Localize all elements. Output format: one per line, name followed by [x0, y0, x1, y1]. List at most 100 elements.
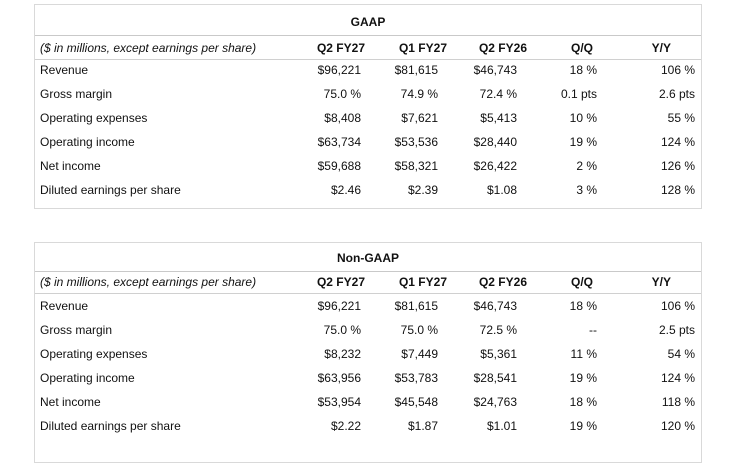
table-cell: $2.46 [330, 183, 361, 197]
table-cell: $46,743 [473, 63, 517, 77]
table-header-row: ($ in millions, except earnings per shar… [35, 274, 701, 290]
table-cell: 54 % [667, 347, 695, 361]
table-cell: 72.4 % [479, 87, 517, 101]
row-label: Operating expenses [40, 111, 148, 125]
table-title: GAAP [350, 15, 386, 29]
table-cell: $45,548 [394, 395, 438, 409]
table-cell: 0.1 pts [560, 87, 597, 101]
table-cell: 18 % [569, 299, 597, 313]
row-label: Net income [40, 395, 101, 409]
row-label: Operating expenses [40, 347, 148, 361]
column-header: Q2 FY27 [316, 41, 365, 55]
table-row: Diluted earnings per share $2.46 $2.39 $1.0… [35, 182, 701, 198]
table-cell: 2.6 pts [658, 87, 695, 101]
row-label: Diluted earnings per share [40, 419, 181, 433]
table-cell: 19 % [569, 135, 597, 149]
table-cell: $46,743 [473, 299, 517, 313]
table-cell: 55 % [667, 111, 695, 125]
table-cell: 19 % [569, 371, 597, 385]
divider [35, 271, 701, 272]
table-header-row: ($ in millions, except earnings per shar… [35, 40, 701, 56]
table-cell: $5,361 [480, 347, 517, 361]
gaap-table: GAAP ($ in millions, except earnings per… [34, 4, 702, 209]
table-cell: $63,956 [317, 371, 361, 385]
table-cell: 126 % [660, 159, 695, 173]
table-cell: $58,321 [394, 159, 438, 173]
row-label: Operating income [40, 135, 135, 149]
column-header: Q2 FY27 [316, 275, 365, 289]
table-cell: $1.87 [407, 419, 438, 433]
table-cell: 11 % [570, 347, 597, 361]
table-cell: $28,541 [473, 371, 517, 385]
divider [35, 35, 701, 36]
table-cell: 72.5 % [479, 323, 517, 337]
table-cell: 2 % [576, 159, 597, 173]
table-cell: 120 % [660, 419, 695, 433]
table-cell: 75.0 % [323, 87, 361, 101]
table-row: Gross margin 75.0 % 74.9 % 72.4 % 0.1 pts 2.6… [35, 86, 701, 102]
table-cell: 106 % [660, 299, 695, 313]
divider [35, 59, 701, 60]
table-cell: 75.0 % [323, 323, 361, 337]
column-header: Q2 FY26 [478, 275, 527, 289]
table-cell: $81,615 [394, 63, 438, 77]
column-header-units: ($ in millions, except earnings per shar… [40, 41, 257, 55]
table-cell: $53,783 [394, 371, 438, 385]
row-label: Operating income [40, 371, 135, 385]
table-cell: 124 % [660, 371, 695, 385]
row-label: Gross margin [40, 87, 113, 101]
table-cell: 19 % [569, 419, 597, 433]
table-row: Net income $59,688 $58,321 $26,422 2 % 126 % [35, 158, 701, 174]
table-cell: 3 % [576, 183, 597, 197]
column-header: Q/Q [570, 275, 593, 289]
table-cell: 75.0 % [400, 323, 438, 337]
table-cell: $1.01 [486, 419, 517, 433]
table-cell: $59,688 [317, 159, 361, 173]
table-cell: $26,422 [473, 159, 517, 173]
table-cell: $53,536 [394, 135, 438, 149]
column-header: Q1 FY27 [398, 275, 447, 289]
table-row: Revenue $96,221 $81,615 $46,743 18 % 106 % [35, 298, 701, 314]
table-cell: $28,440 [473, 135, 517, 149]
column-header-units: ($ in millions, except earnings per shar… [40, 275, 257, 289]
table-cell: 18 % [569, 63, 597, 77]
table-cell: $5,413 [480, 111, 517, 125]
row-label: Net income [40, 159, 101, 173]
table-cell: 2.5 pts [658, 323, 695, 337]
column-header: Q1 FY27 [398, 41, 447, 55]
row-label: Diluted earnings per share [40, 183, 181, 197]
column-header: Q2 FY26 [478, 41, 527, 55]
table-cell: 10 % [569, 111, 597, 125]
table-row: Operating income $63,956 $53,783 $28,541 19 … [35, 370, 701, 386]
divider [35, 293, 701, 294]
table-cell: 106 % [660, 63, 695, 77]
table-cell: $2.39 [407, 183, 438, 197]
table-cell: $7,449 [401, 347, 438, 361]
table-cell: $24,763 [473, 395, 517, 409]
row-label: Gross margin [40, 323, 113, 337]
table-cell: 74.9 % [400, 87, 438, 101]
table-cell: 118 % [661, 395, 695, 409]
table-cell: 124 % [660, 135, 695, 149]
table-title: Non-GAAP [337, 251, 399, 265]
table-row: Operating expenses $8,232 $7,449 $5,361 11 %… [35, 346, 701, 362]
table-cell: 128 % [660, 183, 695, 197]
table-cell: $53,954 [317, 395, 361, 409]
table-cell: $63,734 [317, 135, 361, 149]
table-cell: $2.22 [330, 419, 361, 433]
column-header: Q/Q [570, 41, 593, 55]
table-cell: $81,615 [394, 299, 438, 313]
table-cell: $8,232 [324, 347, 361, 361]
table-row: Operating expenses $8,408 $7,621 $5,413 10 %… [35, 110, 701, 126]
row-label: Revenue [40, 299, 89, 313]
table-row: Gross margin 75.0 % 75.0 % 72.5 % -- 2.5 pts [35, 322, 701, 338]
table-cell: $8,408 [324, 111, 361, 125]
table-row: Revenue $96,221 $81,615 $46,743 18 % 106 % [35, 62, 701, 78]
table-cell: $1.08 [486, 183, 517, 197]
column-header: Y/Y [651, 41, 671, 55]
non-gaap-table: Non-GAAP ($ in millions, except earnings… [34, 242, 702, 463]
table-cell: $7,621 [401, 111, 438, 125]
table-cell: -- [589, 323, 597, 337]
table-cell: $96,221 [317, 299, 361, 313]
row-label: Revenue [40, 63, 89, 77]
